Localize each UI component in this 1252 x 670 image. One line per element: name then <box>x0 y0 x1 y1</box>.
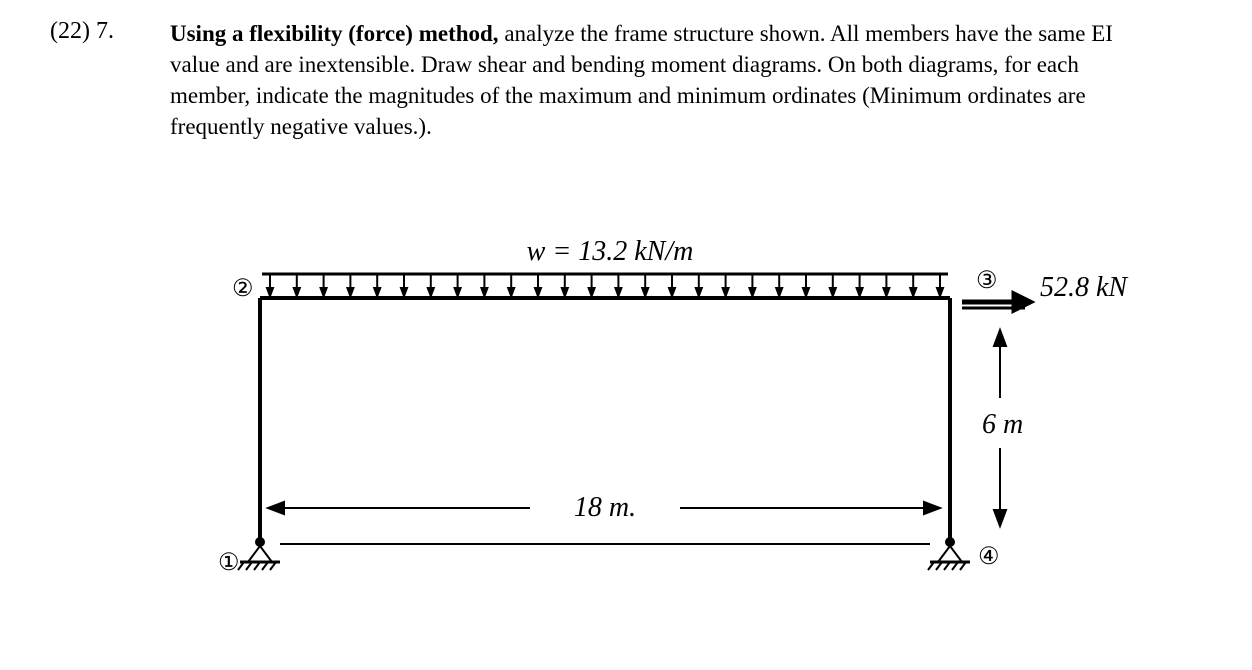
point-load-label: 52.8 kN <box>1040 272 1128 303</box>
span-label: 18 m. <box>574 492 636 523</box>
node-4-label: ④ <box>978 543 1000 570</box>
problem-statement: Using a flexibility (force) method, anal… <box>170 18 1150 142</box>
bold-lead: Using a flexibility (force) method, <box>170 21 499 46</box>
node-1-label: ① <box>218 549 240 576</box>
support-pin-1 <box>238 538 280 570</box>
point-load-arrow <box>962 294 1030 310</box>
question-number: (22) 7. <box>50 18 114 45</box>
problem-page: (22) 7. Using a flexibility (force) meth… <box>0 0 1252 670</box>
node-3-label: ③ <box>976 267 998 294</box>
frame-diagram: w = 13.2 kN/m 52.8 kN ② ③ ① ④ <box>170 238 1150 618</box>
udl-arrows <box>267 274 943 296</box>
height-label: 6 m <box>982 409 1023 440</box>
node-2-label: ② <box>232 275 254 302</box>
udl-label: w = 13.2 kN/m <box>527 238 694 267</box>
support-pin-4 <box>928 538 970 570</box>
